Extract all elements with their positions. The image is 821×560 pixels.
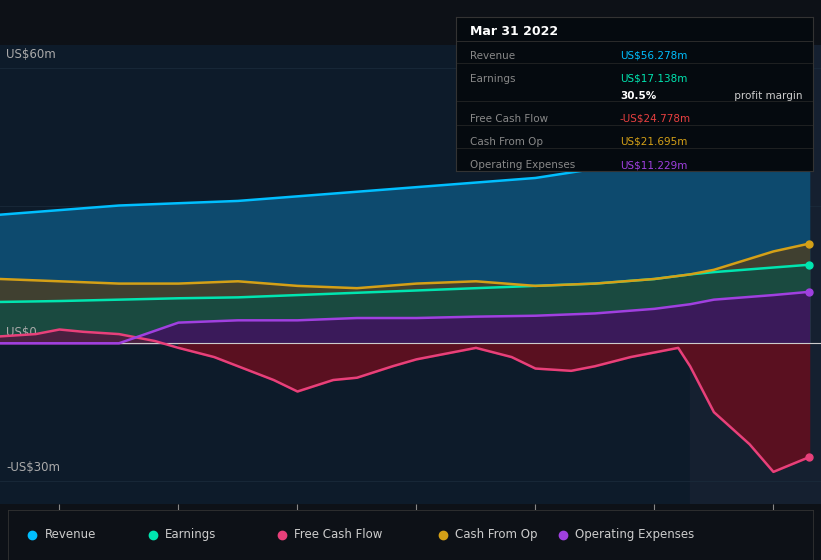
Text: profit margin: profit margin bbox=[731, 91, 802, 101]
Text: Free Cash Flow: Free Cash Flow bbox=[470, 114, 548, 124]
Text: -US$30m: -US$30m bbox=[6, 461, 60, 474]
Text: Cash From Op: Cash From Op bbox=[470, 137, 543, 147]
Text: Free Cash Flow: Free Cash Flow bbox=[294, 528, 383, 542]
Text: Revenue: Revenue bbox=[44, 528, 96, 542]
Text: Cash From Op: Cash From Op bbox=[455, 528, 537, 542]
Bar bbox=[690, 45, 821, 504]
Text: Operating Expenses: Operating Expenses bbox=[576, 528, 695, 542]
Text: US$0: US$0 bbox=[6, 326, 37, 339]
Text: Mar 31 2022: Mar 31 2022 bbox=[470, 25, 558, 38]
Text: US$56.278m: US$56.278m bbox=[620, 51, 687, 60]
Text: Operating Expenses: Operating Expenses bbox=[470, 160, 576, 170]
Text: US$21.695m: US$21.695m bbox=[620, 137, 687, 147]
Text: Revenue: Revenue bbox=[470, 51, 515, 60]
Text: US$17.138m: US$17.138m bbox=[620, 74, 687, 84]
Text: -US$24.778m: -US$24.778m bbox=[620, 114, 691, 124]
Text: US$60m: US$60m bbox=[6, 48, 56, 61]
Text: Earnings: Earnings bbox=[165, 528, 217, 542]
Text: Earnings: Earnings bbox=[470, 74, 516, 84]
Text: US$11.229m: US$11.229m bbox=[620, 160, 687, 170]
Text: 30.5%: 30.5% bbox=[620, 91, 656, 101]
